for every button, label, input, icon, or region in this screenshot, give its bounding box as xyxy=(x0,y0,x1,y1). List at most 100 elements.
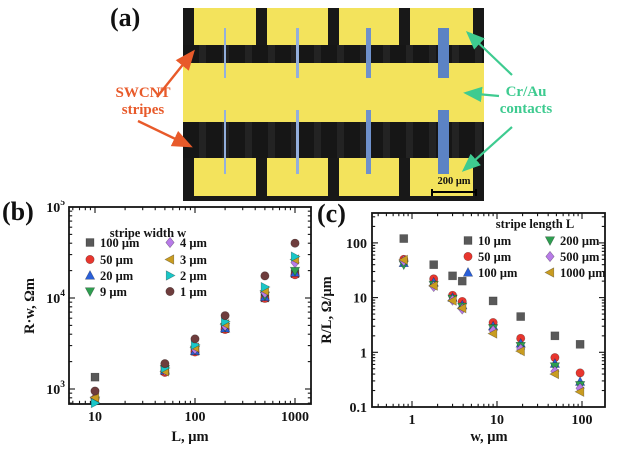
chart-text: 100 xyxy=(572,413,593,428)
chart-text: 100 μm xyxy=(100,236,140,250)
chart-text: 20 μm xyxy=(100,269,134,283)
chart-text: 10 xyxy=(88,410,102,425)
data-marker xyxy=(575,368,585,378)
data-marker xyxy=(463,251,473,261)
swcnt-stripe xyxy=(224,110,226,174)
swcnt-stripe xyxy=(296,28,299,78)
data-marker xyxy=(165,270,176,281)
chart-text: 2 μm xyxy=(180,269,207,283)
data-marker xyxy=(399,234,409,243)
panel-c-chart: 1 10 100 0.1 1 10 100 w, μm R/L, Ω/μm stripe leng… xyxy=(319,212,606,445)
chart-text: L, μm xyxy=(171,429,208,445)
electrode-gap-band xyxy=(183,122,484,158)
data-marker xyxy=(190,334,200,344)
chart-text: 105 xyxy=(46,200,65,216)
contact-separator xyxy=(256,158,267,201)
scale-bar: 200 μm xyxy=(431,176,477,196)
chart-text: 103 xyxy=(46,380,65,398)
chart-text: 1000 μm xyxy=(560,266,606,280)
chart-text: 500 μm xyxy=(560,250,600,264)
chart-text: 50 μm xyxy=(100,253,134,267)
data-marker xyxy=(164,254,175,265)
contacts-annotation-line2: contacts xyxy=(499,100,553,117)
micrograph: 200 μm xyxy=(183,8,484,201)
chart-text: 10 xyxy=(490,413,504,428)
swcnt-stripe xyxy=(438,28,449,78)
data-marker xyxy=(574,386,585,397)
swcnt-annotation-line1: SWCNT xyxy=(115,85,171,101)
chart-text: 10 xyxy=(353,292,367,307)
chart-text: 100 xyxy=(346,237,367,252)
data-marker xyxy=(545,250,555,263)
data-marker xyxy=(550,331,560,341)
contact-separator xyxy=(328,158,339,201)
chart-text: R/L, Ω/μm xyxy=(319,276,335,343)
panel-a-label: (a) xyxy=(110,3,141,32)
contact-separator xyxy=(399,158,410,201)
data-marker xyxy=(84,269,96,280)
chart-text: 100 μm xyxy=(478,266,518,280)
data-marker xyxy=(89,392,100,403)
contact-separator xyxy=(183,8,194,63)
chart-text: 100 xyxy=(185,410,206,425)
data-marker xyxy=(84,287,96,298)
data-marker xyxy=(290,238,300,248)
data-marker xyxy=(446,295,457,306)
crau-contacts-annotation: Cr/Au contacts xyxy=(488,84,564,118)
chart-text: 3 μm xyxy=(180,253,207,267)
data-marker xyxy=(160,359,170,369)
data-marker xyxy=(515,345,525,357)
data-marker xyxy=(429,260,438,269)
swcnt-stripe xyxy=(296,110,299,174)
chart-text: 1 xyxy=(360,346,367,361)
swcnt-stripes-annotation: SWCNT stripes xyxy=(103,85,183,119)
chart-text: w, μm xyxy=(470,429,507,445)
data-marker xyxy=(428,280,438,291)
data-marker xyxy=(85,238,95,247)
data-marker xyxy=(544,267,555,278)
contact-separator xyxy=(256,8,267,63)
data-marker xyxy=(456,303,467,314)
data-marker xyxy=(487,328,498,339)
data-marker xyxy=(290,251,301,262)
scale-bar-label: 200 μm xyxy=(437,176,471,187)
swcnt-stripe xyxy=(438,110,449,174)
contacts-annotation-line1: Cr/Au xyxy=(505,84,547,100)
panel-b-chart: 10 100 1000 103 104 105 L, μm R·w, Ωm stripe wid… xyxy=(22,200,312,445)
swcnt-stripe xyxy=(366,28,371,78)
chart-text: 9 μm xyxy=(100,285,127,299)
swcnt-stripe xyxy=(366,110,371,174)
data-marker xyxy=(165,287,175,297)
chart-text: 104 xyxy=(46,289,65,307)
chart-text: 50 μm xyxy=(478,250,512,264)
data-marker xyxy=(488,296,498,306)
contact-separator xyxy=(473,158,484,201)
swcnt-annotation-line2: stripes xyxy=(121,101,165,118)
electrode-gap-band xyxy=(183,45,484,63)
data-marker xyxy=(549,368,560,380)
data-marker xyxy=(85,254,95,264)
panel-c-label: (c) xyxy=(317,199,346,228)
chart-text: stripe length L xyxy=(496,217,574,231)
chart-text: 10 μm xyxy=(478,234,512,248)
data-marker xyxy=(575,340,585,349)
swcnt-stripe xyxy=(224,28,226,78)
contact-separator xyxy=(328,8,339,63)
panel-b-label: (b) xyxy=(2,197,34,226)
data-marker xyxy=(90,372,100,382)
chart-text: 4 μm xyxy=(180,236,207,250)
chart-text: R·w, Ωm xyxy=(22,278,38,334)
data-marker xyxy=(544,236,556,247)
scale-bar-line xyxy=(431,188,477,196)
data-marker xyxy=(398,254,408,266)
data-marker xyxy=(448,271,457,281)
contact-separator xyxy=(183,158,194,201)
data-marker xyxy=(90,386,100,396)
data-marker xyxy=(457,276,467,286)
contact-separator xyxy=(399,8,410,63)
data-marker xyxy=(90,397,101,409)
chart-text: 200 μm xyxy=(560,234,600,248)
data-marker xyxy=(516,312,525,321)
data-marker xyxy=(220,311,230,321)
